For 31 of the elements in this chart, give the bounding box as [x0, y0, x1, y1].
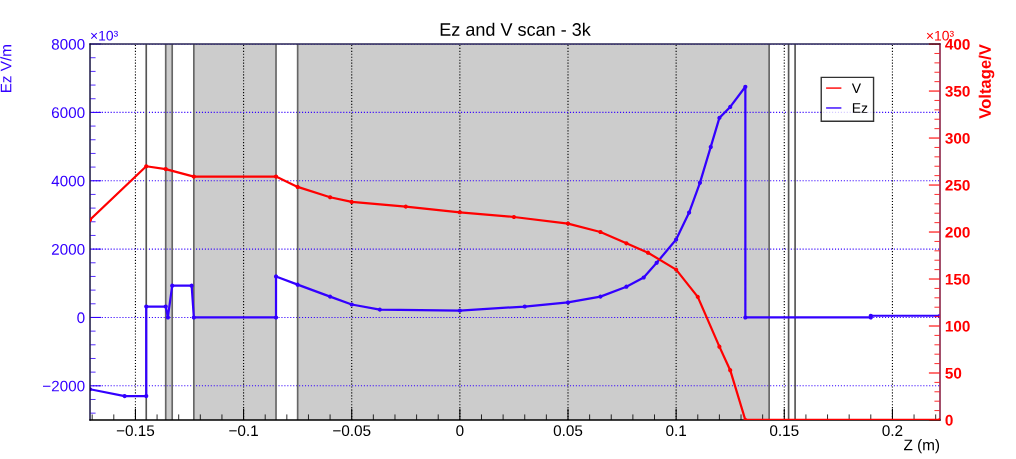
y2-tick-label: 50 — [945, 367, 962, 379]
y2-tick-label: 0 — [945, 414, 953, 426]
text: ×10³ — [926, 30, 954, 41]
y2-tick-label: 150 — [945, 273, 970, 285]
y2-tick-label: 400 — [945, 38, 970, 50]
y-tick-label: 6000 — [51, 107, 85, 119]
chart-title: Ez and V scan - 3k — [440, 22, 591, 36]
legend-label: V — [851, 83, 861, 93]
y-tick-label: 8000 — [51, 38, 85, 50]
x-tick-label: 0.05 — [553, 425, 583, 437]
x-axis-title: Z (m) — [904, 439, 940, 454]
y-tick-label: 2000 — [51, 243, 85, 255]
y2-tick-label: 250 — [945, 179, 970, 191]
x-tick-label: −0.05 — [333, 425, 371, 437]
y-tick-label: 0 — [77, 312, 85, 324]
y-axis-title: Ez V/m — [0, 45, 12, 93]
y-tick-label: −2000 — [43, 380, 85, 392]
y2-tick-label: 300 — [945, 132, 970, 144]
y2-axis-title: Voltage/V — [978, 44, 995, 119]
text: ×10³ — [90, 30, 118, 41]
x-tick-label: 0 — [456, 425, 464, 437]
x-tick-label: −0.15 — [116, 425, 155, 437]
x-tick-label: −0.1 — [229, 425, 258, 437]
legend-label: Ez — [852, 103, 868, 113]
x-tick-label: 0.1 — [666, 425, 687, 437]
y2-tick-label: 350 — [945, 85, 970, 97]
y-tick-label: 4000 — [51, 175, 85, 187]
y2-tick-label: 100 — [945, 320, 970, 332]
y2-tick-label: 200 — [945, 226, 970, 238]
x-tick-label: 0.2 — [882, 425, 903, 437]
x-tick-label: 0.15 — [770, 425, 799, 437]
